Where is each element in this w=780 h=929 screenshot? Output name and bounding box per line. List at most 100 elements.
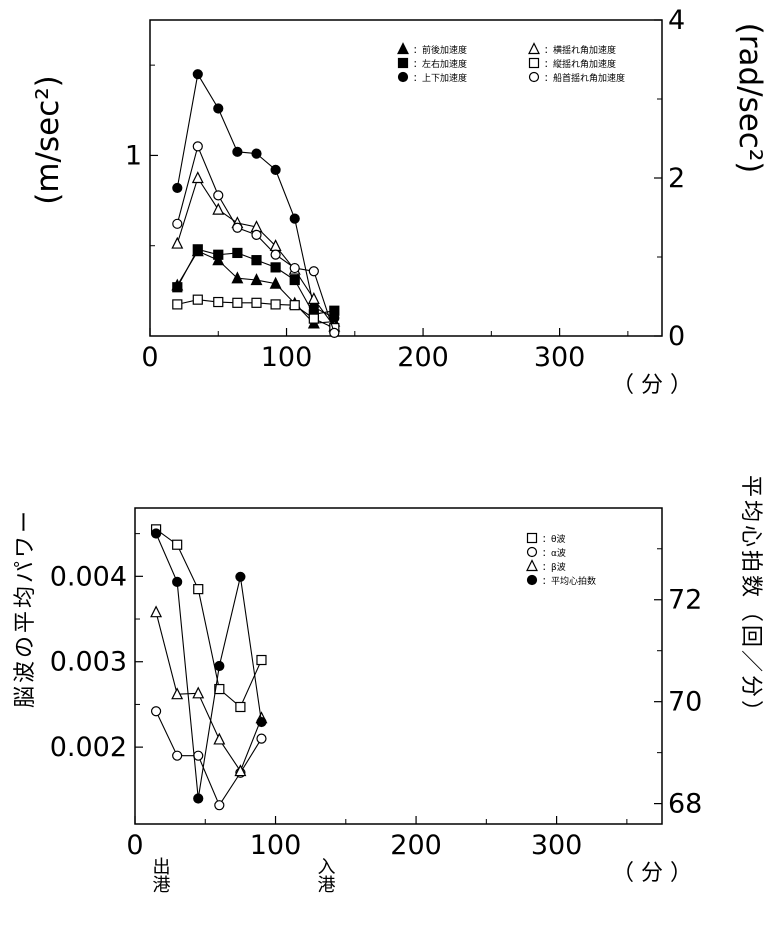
chart-bottom-point-1-0 — [150, 706, 162, 717]
chart-bottom-ylabel-right: 平均心拍数（回／分） — [738, 475, 763, 725]
chart-bottom-legend-label-1: ：α波 — [542, 547, 566, 559]
arrive-annotation: 入港 — [315, 857, 336, 893]
chart-top: 0 100 200 300 1 0 2 4 (m/sec²) (rad/sec²) （ 分 ）… — [30, 5, 768, 398]
chart-top-point-4-3 — [232, 297, 243, 308]
chart-bottom-legend-marker-1 — [526, 546, 538, 558]
chart-bottom-ticks: 0 100 200 300 0.002 0.003 0.004 68 70 72 — [50, 533, 702, 861]
chart-top-legend: ：前後加速度 ：横揺れ角加速度 ：左右加速度 ：縦揺れ角加速度 ：上下加速度 ：船首揺れ角… — [397, 42, 625, 84]
chart-top-point-2-6 — [289, 213, 300, 224]
chart-bottom: 0 100 200 300 0.002 0.003 0.004 68 70 72 脳波の平均パワー… — [13, 475, 763, 893]
chart-bottom-point-1-5 — [256, 733, 267, 744]
chart-bottom-series-line-1 — [155, 711, 262, 807]
chart-bottom-point-0-4 — [235, 701, 246, 713]
chart-top-point-4-5 — [270, 299, 281, 310]
chart-bottom-legend: ：θ波 ：α波 ：β波 ：平均心拍数 — [526, 532, 596, 587]
chart-top-legend-label-1: ：左右加速度 — [413, 58, 467, 70]
chart-top-point-5-3 — [232, 222, 243, 233]
chart-bottom-point-3-0 — [150, 528, 162, 539]
chart-top-point-1-5 — [270, 262, 281, 273]
chart-bottom-ytick-left-label-0: 0.002 — [50, 732, 127, 763]
chart-top-point-2-1 — [192, 69, 203, 80]
chart-bottom-xtick-label-2: 200 — [390, 830, 442, 861]
chart-bottom-ytick-left-label-2: 0.004 — [50, 561, 127, 592]
chart-bottom-legend-marker-3 — [526, 574, 538, 586]
chart-top-point-1-6 — [289, 274, 300, 286]
chart-bottom-ylabel-left: 脳波の平均パワー — [13, 508, 38, 708]
chart-top-point-3-2 — [212, 202, 225, 215]
chart-top-point-2-5 — [270, 164, 281, 175]
chart-top-series — [171, 69, 341, 338]
chart-top-ytick-right-label-2: 4 — [668, 5, 685, 36]
chart-top-point-3-7 — [307, 292, 320, 304]
chart-bottom-xtick-label-3: 300 — [531, 830, 583, 861]
chart-bottom-point-3-1 — [172, 576, 183, 588]
chart-top-point-3-0 — [171, 236, 184, 249]
chart-bottom-point-1-3 — [214, 800, 225, 811]
chart-bottom-xtick-label-0: 0 — [126, 830, 143, 861]
chart-top-point-2-3 — [232, 146, 243, 157]
chart-top-point-0-5 — [269, 276, 282, 289]
chart-bottom-point-2-4 — [234, 764, 247, 777]
chart-top-point-4-6 — [289, 300, 300, 311]
chart-bottom-legend-label-2: ：β波 — [542, 561, 566, 573]
chart-top-point-4-4 — [251, 297, 262, 308]
chart-top-legend-label-0: ：前後加速度 — [413, 44, 467, 56]
chart-top-xlabel: （ 分 ） — [612, 373, 692, 398]
chart-bottom-xlabel: （ 分 ） — [612, 861, 692, 886]
chart-top-ylabel-left: (m/sec²) — [30, 75, 66, 205]
chart-top-legend-marker-1 — [397, 57, 409, 69]
chart-top-ytick-left-label-0: 1 — [125, 140, 142, 171]
chart-bottom-legend-marker-2 — [526, 559, 538, 572]
depart-annotation: 出港 — [150, 857, 171, 893]
chart-top-legend-marker-2 — [397, 71, 409, 83]
chart-bottom-point-3-3 — [214, 660, 225, 672]
chart-top-ytick-right-label-0: 0 — [668, 321, 685, 352]
chart-top-point-2-2 — [213, 103, 224, 114]
chart-top-point-1-3 — [232, 247, 243, 259]
chart-bottom-point-0-2 — [193, 584, 204, 595]
chart-bottom-series — [150, 524, 268, 811]
chart-top-legend-label-3: ：横揺れ角加速度 — [544, 44, 616, 56]
chart-bottom-ytick-right-label-2: 72 — [668, 585, 702, 616]
chart-bottom-legend-label-0: ：θ波 — [542, 533, 566, 545]
chart-top-legend-label-5: ：船首揺れ角加速度 — [544, 72, 625, 84]
chart-top-ticks: 0 100 200 300 1 0 2 4 — [125, 5, 685, 373]
chart-bottom-point-2-2 — [192, 686, 205, 699]
chart-top-point-1-0 — [172, 282, 183, 293]
chart-top-xtick-label-1: 100 — [261, 342, 313, 373]
chart-top-point-5-5 — [270, 249, 281, 260]
chart-bottom-series-line-0 — [155, 528, 262, 708]
chart-top-point-4-7 — [308, 313, 319, 324]
chart-top-ylabel-right: (rad/sec²) — [732, 23, 768, 174]
chart-bottom-point-0-1 — [172, 539, 183, 550]
chart-bottom-legend-label-3: ：平均心拍数 — [542, 575, 596, 587]
chart-top-point-2-0 — [172, 182, 183, 194]
chart-top-point-4-0 — [172, 299, 183, 310]
chart-top-point-5-4 — [251, 229, 262, 240]
chart-bottom-point-1-2 — [193, 750, 204, 761]
chart-top-point-4-2 — [213, 296, 224, 308]
chart-top-legend-label-4: ：縦揺れ角加速度 — [544, 58, 616, 70]
chart-bottom-point-2-1 — [171, 687, 184, 700]
chart-top-legend-marker-3 — [528, 42, 540, 55]
chart-top-point-4-1 — [192, 294, 203, 305]
chart-top-xtick-label-0: 0 — [141, 342, 158, 373]
chart-bottom-point-0-5 — [256, 654, 267, 666]
chart-bottom-point-3-4 — [235, 571, 246, 582]
chart-top-legend-marker-0 — [397, 42, 409, 55]
chart-top-point-1-1 — [192, 244, 203, 255]
chart-bottom-point-3-5 — [256, 716, 267, 728]
chart-bottom-legend-marker-0 — [526, 532, 538, 544]
chart-bottom-xtick-label-1: 100 — [250, 830, 302, 861]
chart-top-point-5-6 — [289, 262, 300, 274]
chart-top-point-2-4 — [251, 148, 262, 159]
chart-top-xtick-label-2: 200 — [397, 342, 449, 373]
chart-top-point-5-2 — [213, 190, 224, 201]
chart-bottom-point-2-3 — [213, 732, 226, 745]
chart-bottom-ytick-right-label-0: 68 — [668, 789, 702, 820]
chart-top-point-5-7 — [308, 266, 319, 277]
chart-bottom-point-2-0 — [150, 605, 163, 618]
chart-bottom-series-line-2 — [155, 612, 262, 773]
chart-top-xtick-label-3: 300 — [534, 342, 586, 373]
